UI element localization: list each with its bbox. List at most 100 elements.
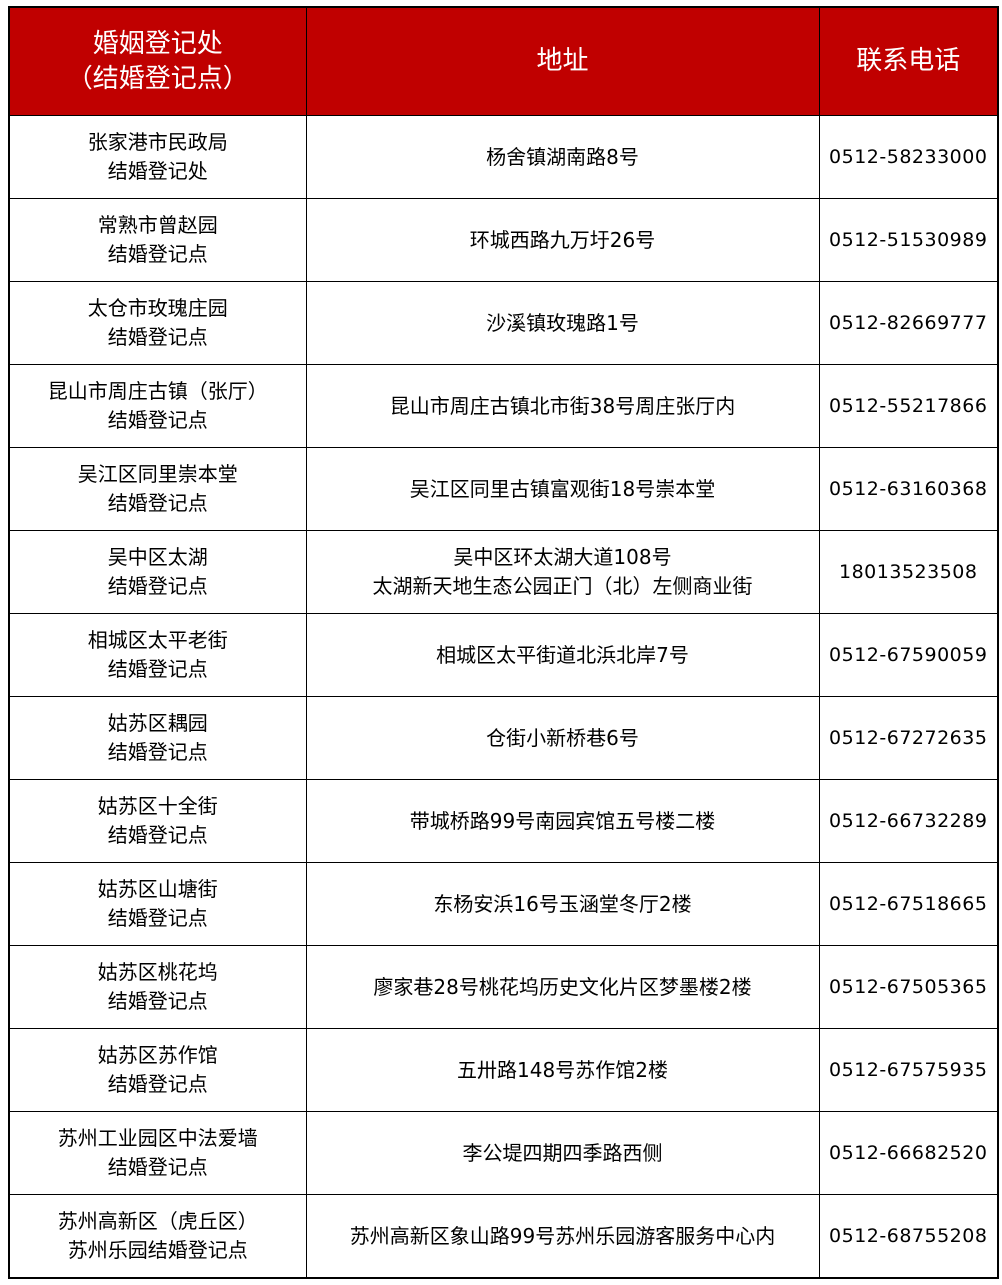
office-name-line2: 结婚登记点 (107, 906, 208, 930)
office-name-cell: 张家港市民政局 结婚登记处 (8, 115, 307, 199)
address-line1: 苏州高新区象山路99号苏州乐园游客服务中心内 (349, 1223, 776, 1248)
office-name-line2: 结婚登记点 (107, 325, 208, 349)
office-name-line1: 苏州工业园区中法爱墙 (57, 1126, 258, 1150)
office-name-line2: 结婚登记点 (107, 740, 208, 764)
address-line1: 相城区太平街道北浜北岸7号 (436, 642, 689, 667)
address-line1: 廖家巷28号桃花坞历史文化片区梦墨楼2楼 (373, 974, 752, 999)
address-line1: 杨舍镇湖南路8号 (486, 144, 639, 169)
office-name-line1: 吴江区同里崇本堂 (77, 462, 238, 486)
office-name-cell: 昆山市周庄古镇（张厅） 结婚登记点 (8, 364, 307, 448)
office-name-line1: 姑苏区山塘街 (97, 877, 218, 901)
address-line1: 五卅路148号苏作馆2楼 (457, 1057, 668, 1082)
address-line1: 带城桥路99号南园宾馆五号楼二楼 (409, 808, 716, 833)
office-name-cell: 姑苏区桃花坞 结婚登记点 (8, 945, 307, 1029)
office-name-cell: 苏州高新区（虎丘区） 苏州乐园结婚登记点 (8, 1194, 307, 1279)
header-phone: 联系电话 (818, 6, 999, 116)
office-name-cell: 姑苏区苏作馆 结婚登记点 (8, 1028, 307, 1112)
address-cell: 昆山市周庄古镇北市街38号周庄张厅内 (305, 364, 820, 448)
table-row: 苏州工业园区中法爱墙 结婚登记点 李公堤四期四季路西侧 0512-66682520 (8, 1111, 999, 1195)
address-cell: 苏州高新区象山路99号苏州乐园游客服务中心内 (305, 1194, 820, 1279)
office-name-cell: 吴中区太湖 结婚登记点 (8, 530, 307, 614)
office-name-line1: 常熟市曾赵园 (97, 213, 218, 237)
phone-cell: 0512-66732289 (818, 779, 999, 863)
address-line1: 吴江区同里古镇富观街18号崇本堂 (409, 476, 716, 501)
address-cell: 五卅路148号苏作馆2楼 (305, 1028, 820, 1112)
phone-cell: 0512-67505365 (818, 945, 999, 1029)
table-row: 吴江区同里崇本堂 结婚登记点 吴江区同里古镇富观街18号崇本堂 0512-631603… (8, 447, 999, 531)
office-name-line1: 姑苏区十全街 (97, 794, 218, 818)
office-name-line1: 吴中区太湖 (107, 545, 208, 569)
office-name-line1: 苏州高新区（虎丘区） (57, 1209, 258, 1233)
office-name-line1: 张家港市民政局 (87, 130, 228, 154)
address-cell: 仓街小新桥巷6号 (305, 696, 820, 780)
phone-cell: 0512-67272635 (818, 696, 999, 780)
office-name-cell: 姑苏区耦园结婚登记点 (8, 696, 307, 780)
office-name-cell: 吴江区同里崇本堂 结婚登记点 (8, 447, 307, 531)
phone-cell: 0512-67575935 (818, 1028, 999, 1112)
office-name-line1: 姑苏区苏作馆 (97, 1043, 218, 1067)
phone-cell: 0512-66682520 (818, 1111, 999, 1195)
header-address: 地址 (305, 6, 820, 116)
office-name-cell: 苏州工业园区中法爱墙 结婚登记点 (8, 1111, 307, 1195)
address-line1: 吴中区环太湖大道108号 (453, 545, 672, 569)
phone-cell: 0512-67590059 (818, 613, 999, 697)
address-line1: 昆山市周庄古镇北市街38号周庄张厅内 (389, 393, 736, 418)
address-cell: 带城桥路99号南园宾馆五号楼二楼 (305, 779, 820, 863)
phone-cell: 0512-67518665 (818, 862, 999, 946)
table-row: 常熟市曾赵园 结婚登记点 环城西路九万圩26号 0512-51530989 (8, 198, 999, 282)
address-cell: 廖家巷28号桃花坞历史文化片区梦墨楼2楼 (305, 945, 820, 1029)
phone-cell: 0512-68755208 (818, 1194, 999, 1279)
address-cell: 相城区太平街道北浜北岸7号 (305, 613, 820, 697)
office-name-line2: 结婚登记点 (107, 657, 208, 681)
office-name-cell: 姑苏区山塘街 结婚登记点 (8, 862, 307, 946)
phone-cell: 0512-55217866 (818, 364, 999, 448)
address-line1: 李公堤四期四季路西侧 (462, 1140, 663, 1165)
address-line1: 沙溪镇玫瑰路1号 (486, 310, 639, 335)
table-row: 吴中区太湖 结婚登记点 吴中区环太湖大道108号 太湖新天地生态公园正门（北）左侧商业… (8, 530, 999, 614)
marriage-registry-table: 婚姻登记处 （结婚登记点） 地址 联系电话 张家港市民政局 结婚登记处 杨舍镇湖南路… (8, 6, 999, 1279)
office-name-line1: 相城区太平老街 (87, 628, 228, 652)
office-name-line2: 结婚登记点 (107, 1155, 208, 1179)
office-name-line2: 结婚登记点 (107, 989, 208, 1013)
table-row: 张家港市民政局 结婚登记处 杨舍镇湖南路8号 0512-58233000 (8, 115, 999, 199)
address-cell: 李公堤四期四季路西侧 (305, 1111, 820, 1195)
office-name-cell: 姑苏区十全街 结婚登记点 (8, 779, 307, 863)
office-name-line2: 结婚登记点 (107, 1072, 208, 1096)
office-name-line2: 结婚登记点 (107, 823, 208, 847)
address-cell: 吴江区同里古镇富观街18号崇本堂 (305, 447, 820, 531)
header-row: 婚姻登记处 （结婚登记点） 地址 联系电话 (8, 6, 999, 116)
address-cell: 沙溪镇玫瑰路1号 (305, 281, 820, 365)
office-name-line2: 结婚登记点 (107, 408, 208, 432)
phone-cell: 0512-58233000 (818, 115, 999, 199)
table-row: 相城区太平老街 结婚登记点 相城区太平街道北浜北岸7号 0512-67590059 (8, 613, 999, 697)
address-cell: 杨舍镇湖南路8号 (305, 115, 820, 199)
phone-cell: 18013523508 (818, 530, 999, 614)
phone-cell: 0512-63160368 (818, 447, 999, 531)
address-cell: 环城西路九万圩26号 (305, 198, 820, 282)
office-name-line2: 结婚登记点 (107, 242, 208, 266)
office-name-cell: 太仓市玫瑰庄园 结婚登记点 (8, 281, 307, 365)
table-row: 姑苏区山塘街 结婚登记点 东杨安浜16号玉涵堂冬厅2楼 0512-67518665 (8, 862, 999, 946)
office-name-line1: 昆山市周庄古镇（张厅） (47, 379, 268, 403)
phone-cell: 0512-51530989 (818, 198, 999, 282)
office-name-line1: 姑苏区桃花坞 (97, 960, 218, 984)
header-office-line2: （结婚登记点） (66, 63, 249, 94)
table-row: 姑苏区十全街 结婚登记点 带城桥路99号南园宾馆五号楼二楼 0512-66732289 (8, 779, 999, 863)
phone-cell: 0512-82669777 (818, 281, 999, 365)
header-office: 婚姻登记处 （结婚登记点） (8, 6, 307, 116)
table-row: 姑苏区桃花坞 结婚登记点 廖家巷28号桃花坞历史文化片区梦墨楼2楼 0512-6750… (8, 945, 999, 1029)
office-name-line1: 姑苏区耦园 (107, 711, 208, 735)
address-line1: 东杨安浜16号玉涵堂冬厅2楼 (433, 891, 692, 916)
table-row: 苏州高新区（虎丘区） 苏州乐园结婚登记点 苏州高新区象山路99号苏州乐园游客服务中心… (8, 1194, 999, 1279)
header-office-line1: 婚姻登记处 (92, 28, 223, 59)
table-row: 昆山市周庄古镇（张厅） 结婚登记点 昆山市周庄古镇北市街38号周庄张厅内 0512-5… (8, 364, 999, 448)
office-name-line2: 结婚登记处 (107, 159, 208, 183)
address-line1: 仓街小新桥巷6号 (486, 725, 639, 750)
office-name-cell: 相城区太平老街 结婚登记点 (8, 613, 307, 697)
table-row: 姑苏区耦园结婚登记点 仓街小新桥巷6号 0512-67272635 (8, 696, 999, 780)
address-cell: 吴中区环太湖大道108号太湖新天地生态公园正门（北）左侧商业街 (305, 530, 820, 614)
office-name-line2: 苏州乐园结婚登记点 (67, 1238, 248, 1262)
office-name-line1: 太仓市玫瑰庄园 (87, 296, 228, 320)
address-line2: 太湖新天地生态公园正门（北）左侧商业街 (372, 574, 753, 598)
address-line1: 环城西路九万圩26号 (469, 227, 656, 252)
